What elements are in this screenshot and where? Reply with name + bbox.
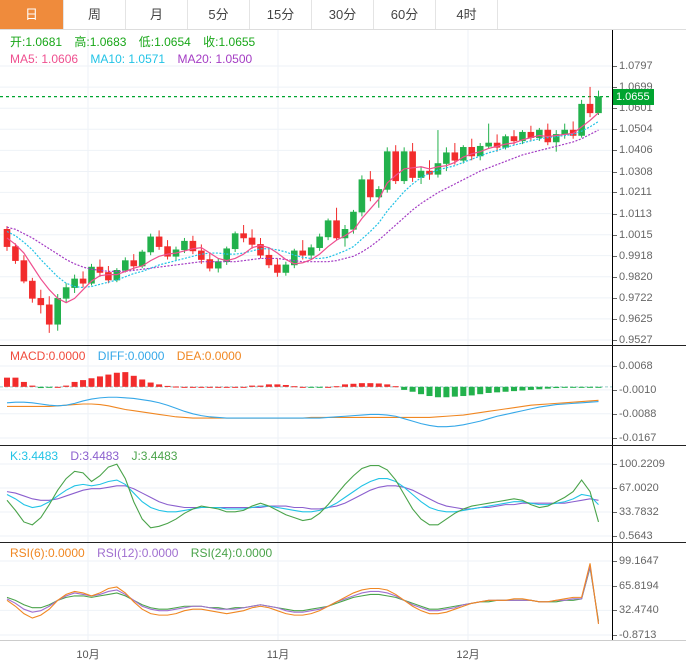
- rsi6-value: RSI(6):0.0000: [10, 546, 85, 560]
- rsi24-value: RSI(24):0.0000: [190, 546, 273, 560]
- price-axis-tick: 0.9625: [613, 313, 653, 325]
- rsi-plot[interactable]: [0, 543, 612, 640]
- high-value: 高:1.0683: [74, 35, 127, 49]
- rsi-legend: RSI(6):0.0000 RSI(12):0.0000 RSI(24):0.0…: [10, 546, 281, 560]
- period-tab-3[interactable]: 5分: [188, 0, 250, 29]
- period-tab-1[interactable]: 周: [64, 0, 126, 29]
- period-tab-4[interactable]: 15分: [250, 0, 312, 29]
- macd-axis-tick: -0.0010: [613, 384, 656, 396]
- kdj-plot[interactable]: [0, 446, 612, 542]
- x-axis-tick: 10月: [76, 649, 100, 661]
- price-axis-tick: 0.9722: [613, 292, 653, 304]
- kdj-axis-tick: 0.5643: [613, 530, 653, 542]
- price-legend: 开:1.0681 高:1.0683 低:1.0654 收:1.0655 MA5:…: [10, 33, 264, 66]
- rsi12-value: RSI(12):0.0000: [97, 546, 179, 560]
- period-tab-2[interactable]: 月: [126, 0, 188, 29]
- rsi-panel: RSI(6):0.0000 RSI(12):0.0000 RSI(24):0.0…: [0, 543, 686, 641]
- j-value: J:3.4483: [131, 449, 178, 463]
- ma20-value: MA20: 1.0500: [177, 52, 253, 66]
- kdj-axis-tick: 100.2209: [613, 458, 665, 470]
- open-value: 开:1.0681: [10, 35, 63, 49]
- macd-value: MACD:0.0000: [10, 349, 86, 363]
- price-axis-tick: 1.0406: [613, 144, 653, 156]
- price-axis-tick: 0.9820: [613, 271, 653, 283]
- macd-axis-tick: -0.0167: [613, 432, 656, 444]
- kdj-axis: 100.2209 67.0020 33.7832 0.5643: [612, 446, 686, 542]
- rsi-axis-tick: -0.8713: [613, 629, 656, 641]
- period-tab-7[interactable]: 4时: [436, 0, 498, 29]
- price-axis-tick: 0.9527: [613, 334, 653, 346]
- panel-divider-1: [0, 345, 686, 346]
- period-tab-0[interactable]: 日: [0, 0, 64, 29]
- candlestick-plot[interactable]: [0, 30, 612, 345]
- rsi-axis: 99.1647 65.8194 32.4740 -0.8713: [612, 543, 686, 641]
- macd-axis: 0.0068 -0.0010 -0.0088 -0.0167: [612, 346, 686, 445]
- d-value: D:3.4483: [70, 449, 120, 463]
- price-axis: 1.0797 1.0699 1.0601 1.0504 1.0406 1.0308 1.02…: [612, 30, 686, 346]
- price-axis-tick: 1.0113: [613, 208, 652, 220]
- panel-divider-3: [0, 542, 686, 543]
- macd-plot[interactable]: [0, 346, 612, 445]
- x-axis: 10月 11月 12月: [0, 640, 686, 667]
- k-value: K:3.4483: [10, 449, 59, 463]
- rsi-axis-tick: 65.8194: [613, 580, 659, 592]
- panel-divider-2: [0, 445, 686, 446]
- ma5-value: MA5: 1.0606: [10, 52, 79, 66]
- macd-axis-tick: 0.0068: [613, 360, 653, 372]
- period-tabbar: 日周月 5分 15分 30分 60分 4时: [0, 0, 686, 30]
- macd-axis-tick: -0.0088: [613, 408, 656, 420]
- price-axis-tick: 0.9918: [613, 250, 653, 262]
- price-axis-tick: 1.0015: [613, 229, 653, 241]
- x-axis-tick: 12月: [456, 649, 480, 661]
- macd-legend: MACD:0.0000 DIFF:0.0000 DEA:0.0000: [10, 349, 250, 363]
- price-axis-tick: 1.0504: [613, 123, 653, 135]
- x-axis-tick: 11月: [266, 649, 290, 661]
- dea-value: DEA:0.0000: [176, 349, 242, 363]
- period-tab-6[interactable]: 60分: [374, 0, 436, 29]
- kdj-axis-tick: 67.0020: [613, 482, 659, 494]
- price-panel: 开:1.0681 高:1.0683 低:1.0654 收:1.0655 MA5:…: [0, 30, 686, 346]
- price-axis-tick: 1.0797: [613, 60, 653, 72]
- price-axis-tick: 1.0308: [613, 166, 653, 178]
- price-axis-tick: 1.0601: [613, 102, 653, 114]
- period-tab-5[interactable]: 30分: [312, 0, 374, 29]
- kdj-panel: K:3.4483 D:3.4483 J:3.4483 100.2209 67.00…: [0, 446, 686, 542]
- kdj-legend: K:3.4483 D:3.4483 J:3.4483: [10, 449, 186, 463]
- rsi-axis-tick: 32.4740: [613, 604, 659, 616]
- kdj-axis-tick: 33.7832: [613, 506, 659, 518]
- current-price-badge: 1.0655: [613, 88, 654, 105]
- ma10-value: MA10: 1.0571: [90, 52, 166, 66]
- diff-value: DIFF:0.0000: [97, 349, 165, 363]
- rsi-axis-tick: 99.1647: [613, 555, 659, 567]
- macd-panel: MACD:0.0000 DIFF:0.0000 DEA:0.0000 0.006…: [0, 346, 686, 445]
- tabbar-spacer: [498, 0, 686, 29]
- price-axis-tick: 1.0211: [613, 186, 652, 198]
- close-value: 收:1.0655: [203, 35, 256, 49]
- low-value: 低:1.0654: [138, 35, 191, 49]
